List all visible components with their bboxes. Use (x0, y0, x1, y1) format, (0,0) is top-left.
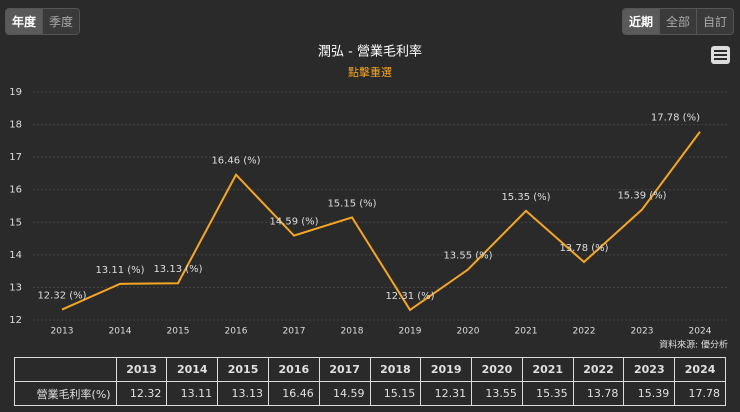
period-button[interactable]: 季度 (43, 9, 80, 34)
x-tick-label: 2019 (399, 327, 422, 337)
data-label: 16.46 (%) (211, 156, 260, 167)
data-label: 13.13 (%) (153, 264, 202, 275)
range-button[interactable]: 近期 (622, 9, 660, 34)
corner-cell (14, 357, 117, 382)
data-label: 13.55 (%) (443, 251, 492, 262)
x-tick-label: 2018 (341, 327, 364, 337)
value-cell: 14.59 (318, 381, 371, 406)
data-label: 12.31 (%) (385, 291, 434, 302)
year-header: 2018 (369, 357, 422, 382)
year-header: 2021 (521, 357, 574, 382)
data-label: 15.39 (%) (617, 191, 666, 202)
value-cell: 12.32 (115, 381, 168, 406)
x-tick-label: 2023 (631, 327, 654, 337)
year-header: 2024 (674, 357, 726, 382)
line (61, 131, 701, 312)
data-label: 13.11 (%) (95, 265, 144, 276)
year-header: 2014 (166, 357, 219, 382)
menu-icon[interactable] (711, 46, 730, 64)
chart-subtitle[interactable]: 點擊重選 (348, 65, 392, 79)
data-table: 2013 2014 2015 2016 2017 2018 2019 2020 2021 2022… (14, 357, 726, 406)
chart-title: 潤弘 - 營業毛利率 (318, 44, 422, 60)
year-header: 2015 (217, 357, 269, 382)
year-header: 2020 (471, 357, 523, 382)
period-button[interactable]: 年度 (6, 9, 44, 34)
x-tick-label: 2016 (225, 327, 248, 337)
period-buttons: 年度 季度 (5, 8, 81, 35)
y-tick-label: 16 (9, 185, 22, 196)
data-label: 15.35 (%) (501, 192, 550, 203)
value-cell: 15.35 (521, 381, 574, 406)
value-cell: 15.15 (369, 381, 422, 406)
x-tick-label: 2017 (283, 327, 306, 337)
data-label: 12.32 (%) (37, 291, 86, 302)
x-tick-label: 2022 (573, 327, 596, 337)
x-tick-label: 2015 (167, 327, 190, 337)
x-tick-label: 2014 (109, 327, 132, 337)
year-header: 2022 (572, 357, 625, 382)
year-header: 2016 (267, 357, 320, 382)
value-cell: 13.11 (166, 381, 219, 406)
range-buttons: 近期 全部 自訂 (621, 8, 734, 35)
x-tick-label: 2021 (515, 327, 538, 337)
value-cell: 16.46 (267, 381, 320, 406)
y-tick-label: 19 (9, 87, 22, 98)
data-label: 17.78 (%) (651, 113, 700, 124)
value-cell: 13.55 (471, 381, 523, 406)
row-label: 營業毛利率(%) (14, 381, 117, 406)
year-header: 2023 (623, 357, 676, 382)
year-header: 2013 (115, 357, 168, 382)
y-tick-label: 13 (9, 282, 22, 293)
data-label: 15.15 (%) (327, 198, 376, 209)
value-cell: 13.13 (217, 381, 269, 406)
chart: 潤弘 - 營業毛利率 點擊重選 資料來源: 優分析 12 13 14 15 16 17 18… (9, 44, 730, 351)
year-header: 2019 (420, 357, 473, 382)
range-button[interactable]: 全部 (659, 9, 697, 34)
year-header: 2017 (318, 357, 371, 382)
value-cell: 17.78 (674, 381, 726, 406)
x-tick-label: 2024 (689, 327, 712, 337)
header-row: 2013 2014 2015 2016 2017 2018 2019 2020 2021 2022… (14, 357, 726, 382)
range-button[interactable]: 自訂 (696, 9, 733, 34)
y-tick-label: 15 (9, 217, 22, 228)
value-cell: 12.31 (420, 381, 473, 406)
y-tick-label: 14 (9, 250, 22, 261)
data-label: 14.59 (%) (269, 217, 318, 228)
value-cell: 13.78 (572, 381, 625, 406)
y-tick-label: 12 (9, 315, 22, 326)
value-row: 營業毛利率(%) 12.32 13.11 13.13 16.46 14.59 15.15 12… (14, 381, 726, 406)
y-tick-label: 18 (9, 120, 22, 131)
x-tick-label: 2020 (457, 327, 480, 337)
y-tick-label: 17 (9, 152, 22, 163)
value-cell: 15.39 (623, 381, 676, 406)
x-tick-label: 2013 (51, 327, 74, 337)
data-label: 13.78 (%) (559, 243, 608, 254)
source: 資料來源: 優分析 (659, 339, 728, 351)
